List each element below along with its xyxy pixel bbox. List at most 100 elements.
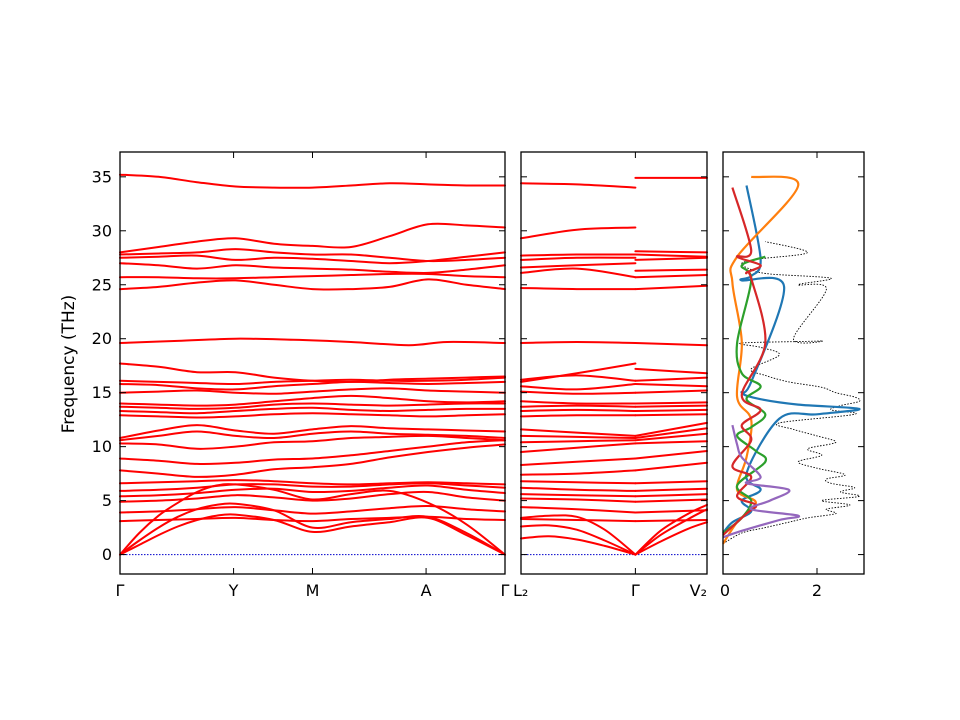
phonon-band-17 (119, 394, 506, 407)
axes-frame (520, 151, 708, 575)
phonon-band-58 (520, 226, 637, 240)
phonon-band-10 (119, 439, 506, 466)
y-tick-label: 10 (92, 437, 112, 456)
y-axis-label: Frequency (THz) (59, 295, 79, 434)
phonon-band-59 (634, 250, 708, 254)
phonon-band-18 (520, 469, 637, 476)
phonon-band-19 (119, 380, 506, 391)
phonon-band-57 (634, 253, 708, 258)
phonon-band-12 (520, 493, 637, 498)
dos-total-line (722, 241, 861, 545)
phonon-band-3 (119, 515, 506, 523)
phonon-band-37 (634, 401, 708, 405)
phonon-band-11 (634, 498, 708, 503)
x-tick-label: L₂ (513, 581, 528, 600)
y-tick-label: 25 (92, 275, 112, 294)
phonon-band-45 (634, 367, 708, 375)
phonon-band-32 (520, 408, 637, 412)
phonon-band-29 (119, 173, 506, 189)
phonon-band-53 (634, 268, 708, 272)
phonon-band-26 (119, 251, 506, 265)
phonon-band-27 (119, 248, 506, 263)
phonon-band-49 (634, 284, 708, 291)
phonon-band-30 (520, 414, 637, 418)
y-tick-label: 0 (102, 545, 112, 564)
phonon-band-11 (119, 434, 506, 450)
phonon-band-26 (520, 434, 637, 439)
phonon-band-43 (634, 376, 708, 382)
phonon-band-2 (520, 524, 637, 556)
x-tick-label: A (421, 581, 432, 600)
phonon-band-4 (119, 504, 506, 515)
phonon-band-8 (520, 506, 637, 514)
phonon-band-44 (520, 362, 637, 383)
phonon-band-23 (119, 278, 506, 291)
x-tick-label: Γ (631, 581, 640, 600)
phonon-band-7 (119, 482, 506, 492)
phonon-band-22 (520, 442, 637, 453)
phonon-band-60 (520, 182, 637, 189)
dos-partial-line-3 (722, 255, 768, 534)
phonon-band-6 (119, 484, 506, 498)
x-tick-label: M (306, 581, 320, 600)
phonon-band-25 (634, 432, 708, 442)
axes-frame (722, 151, 865, 575)
phonon-band-19 (634, 461, 708, 472)
x-tick-label: 2 (812, 581, 822, 600)
x-tick-label: 0 (720, 581, 730, 600)
phonon-band-14 (520, 486, 637, 492)
phonon-band-5 (119, 490, 506, 503)
phonon-band-34 (520, 404, 637, 408)
phonon-band-17 (634, 480, 708, 485)
phonon-band-24 (520, 439, 637, 444)
phonon-band-21 (119, 362, 506, 383)
phonon-band-14 (119, 412, 506, 419)
y-tick-label: 5 (102, 491, 112, 510)
x-tick-label: V₂ (690, 581, 707, 600)
phonon-band-35 (634, 404, 708, 408)
phonon-band-18 (119, 387, 506, 395)
phonon-band-54 (520, 256, 637, 261)
phonon-band-28 (520, 428, 637, 437)
phonon-band-39 (634, 389, 708, 394)
y-tick-label: 15 (92, 383, 112, 402)
phonon-band-3 (634, 508, 708, 556)
phonon-band-25 (119, 262, 506, 274)
phonon-band-50 (520, 267, 637, 279)
phonon-band-46 (520, 341, 637, 344)
x-tick-label: Γ (116, 581, 125, 600)
phonon-band-8 (119, 479, 506, 486)
phonon-band-52 (520, 262, 637, 269)
phonon-band-38 (520, 390, 637, 395)
phonon-band-33 (634, 408, 708, 412)
phonon-band-0 (520, 535, 637, 556)
phonon-band-22 (119, 337, 506, 347)
phonon-band-36 (520, 400, 637, 405)
phonon-band-40 (520, 383, 637, 391)
phonon-band-56 (520, 253, 637, 257)
phonon-band-4 (520, 514, 637, 556)
phonon-band-10 (520, 497, 637, 503)
y-tick-label: 20 (92, 329, 112, 348)
phonon-band-12 (119, 430, 506, 442)
phonon-band-1 (634, 521, 708, 556)
phonon-band-51 (634, 274, 708, 279)
phonon-band-16 (520, 480, 637, 485)
phonon-band-20 (520, 457, 637, 466)
axes-frame (119, 151, 506, 575)
phonon-band-47 (634, 342, 708, 347)
x-tick-label: Γ (501, 581, 510, 600)
phonon-band-6 (520, 518, 637, 523)
phonon-band-7 (634, 519, 708, 523)
phonon-band-42 (520, 374, 637, 382)
phonon-band-31 (634, 413, 708, 417)
phonon-band-13 (119, 424, 506, 439)
phonon-band-15 (119, 406, 506, 415)
x-tick-label: Y (228, 581, 239, 600)
phonon-band-2 (119, 483, 506, 556)
dos-partial-line-4 (722, 187, 767, 536)
phonon-band-21 (634, 450, 708, 460)
phonon-band-29 (634, 421, 708, 437)
